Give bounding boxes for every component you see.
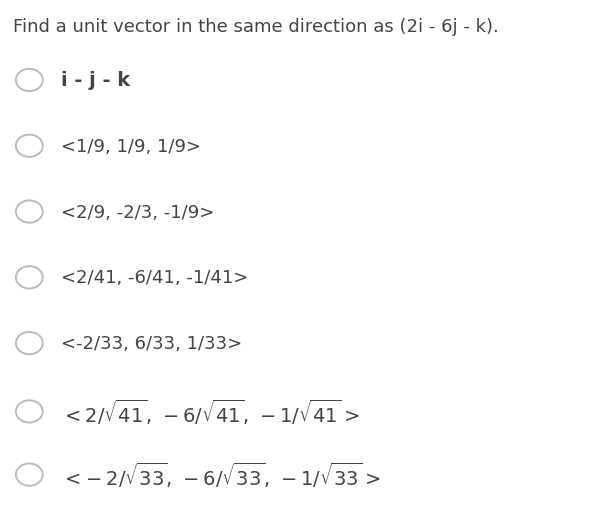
Text: <2/41, -6/41, -1/41>: <2/41, -6/41, -1/41> (61, 269, 248, 287)
Text: $<2/\sqrt{41},\,-6/\sqrt{41},\,-1/\sqrt{41}>$: $<2/\sqrt{41},\,-6/\sqrt{41},\,-1/\sqrt{… (61, 397, 360, 426)
Text: Find a unit vector in the same direction as (2i - 6j - k).: Find a unit vector in the same direction… (13, 18, 499, 36)
Text: $<\!-2/\sqrt{33},\,-6/\sqrt{33},\,-1/\sqrt{33}>$: $<\!-2/\sqrt{33},\,-6/\sqrt{33},\,-1/\sq… (61, 460, 381, 489)
Text: <2/9, -2/3, -1/9>: <2/9, -2/3, -1/9> (61, 203, 214, 221)
Text: <-2/33, 6/33, 1/33>: <-2/33, 6/33, 1/33> (61, 334, 242, 352)
Text: <1/9, 1/9, 1/9>: <1/9, 1/9, 1/9> (61, 137, 201, 156)
Text: i - j - k: i - j - k (61, 71, 130, 90)
